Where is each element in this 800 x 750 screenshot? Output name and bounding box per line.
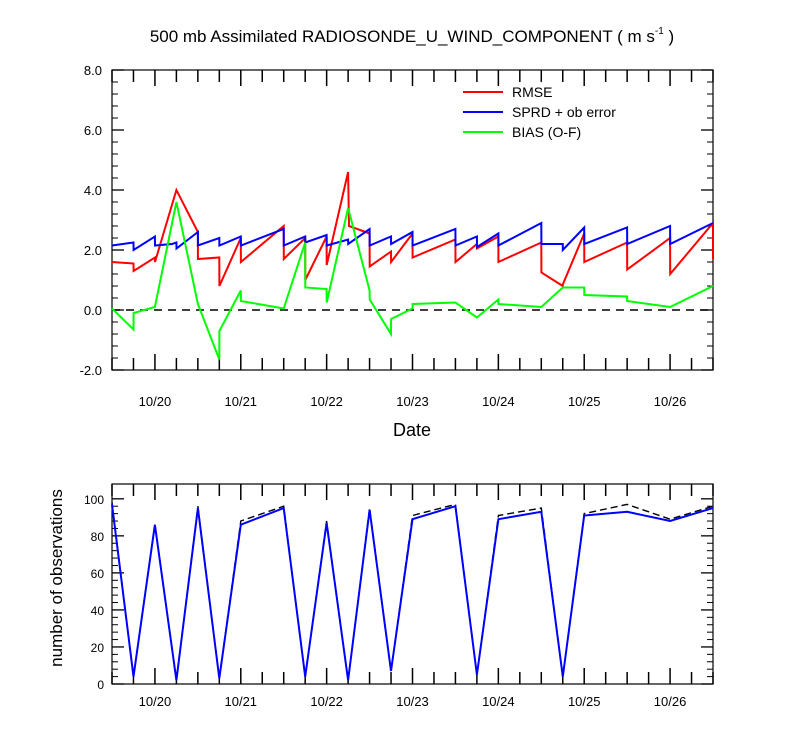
y-axis-title-observations: number of observations: [47, 489, 66, 667]
bot-x-tick-label: 10/25: [568, 694, 601, 709]
top-y-tick-label: 8.0: [84, 63, 102, 78]
top-y-tick-label: 4.0: [84, 183, 102, 198]
top-series-group: [111, 171, 714, 360]
bottom-y-tick-labels: 0 20 40 60 80 100: [84, 493, 104, 692]
top-x-tick-label: 10/20: [139, 394, 172, 409]
bot-x-tick-label: 10/20: [139, 694, 172, 709]
top-y-tick-labels: -2.0 0.0 2.0 4.0 6.0 8.0: [80, 63, 102, 378]
bot-x-tick-label: 10/21: [225, 694, 258, 709]
top-series-rmse-line: [111, 171, 714, 288]
bottom-axis-ticks: [111, 484, 714, 685]
bottom-plot-frame: [111, 483, 714, 685]
x-axis-title: Date: [393, 420, 431, 440]
top-x-tick-label: 10/21: [225, 394, 258, 409]
bottom-series-group: [111, 502, 714, 681]
top-x-tick-labels: 10/20 10/21 10/22 10/23 10/24 10/25 10/26: [139, 394, 687, 409]
top-x-tick-label: 10/24: [482, 394, 515, 409]
top-x-tick-label: 10/25: [568, 394, 601, 409]
bot-y-tick-label: 40: [91, 604, 105, 618]
top-plot-frame: [111, 69, 714, 371]
chart-title-superscript: -1: [655, 26, 664, 37]
top-y-tick-label: 6.0: [84, 123, 102, 138]
legend-label-rmse: RMSE: [512, 84, 552, 100]
bot-y-tick-label: 80: [91, 530, 105, 544]
bot-y-tick-label: 60: [91, 567, 105, 581]
top-x-tick-label: 10/23: [396, 394, 429, 409]
chart-title-main: 500 mb Assimilated RADIOSONDE_U_WIND_COM…: [150, 27, 655, 46]
bot-y-tick-label: 100: [84, 493, 104, 507]
legend-label-sprd: SPRD + ob error: [512, 104, 616, 120]
chart-title: 500 mb Assimilated RADIOSONDE_U_WIND_COM…: [150, 26, 674, 46]
bot-x-tick-label: 10/23: [396, 694, 429, 709]
legend: RMSE SPRD + ob error BIAS (O-F): [463, 84, 616, 140]
chart-title-end: ): [664, 27, 674, 46]
top-y-tick-label: 2.0: [84, 243, 102, 258]
top-x-tick-label: 10/22: [310, 394, 343, 409]
bottom-x-tick-labels: 10/20 10/21 10/22 10/23 10/24 10/25 10/26: [139, 694, 687, 709]
bot-series-used-line: [111, 504, 714, 681]
bot-x-tick-label: 10/22: [310, 694, 343, 709]
top-y-tick-label: -2.0: [80, 363, 102, 378]
bot-x-tick-label: 10/26: [654, 694, 687, 709]
bot-series-possible-line: [111, 502, 714, 681]
bot-x-tick-label: 10/24: [482, 694, 515, 709]
top-axis-ticks: [111, 69, 714, 371]
bot-y-tick-label: 20: [91, 641, 105, 655]
bot-y-tick-label: 0: [97, 678, 104, 692]
legend-label-bias: BIAS (O-F): [512, 124, 581, 140]
top-x-tick-label: 10/26: [654, 394, 687, 409]
top-series-sprd-ob-error-line: [111, 221, 714, 253]
top-y-tick-label: 0.0: [84, 303, 102, 318]
top-series-bias-o-f-line: [111, 201, 714, 360]
